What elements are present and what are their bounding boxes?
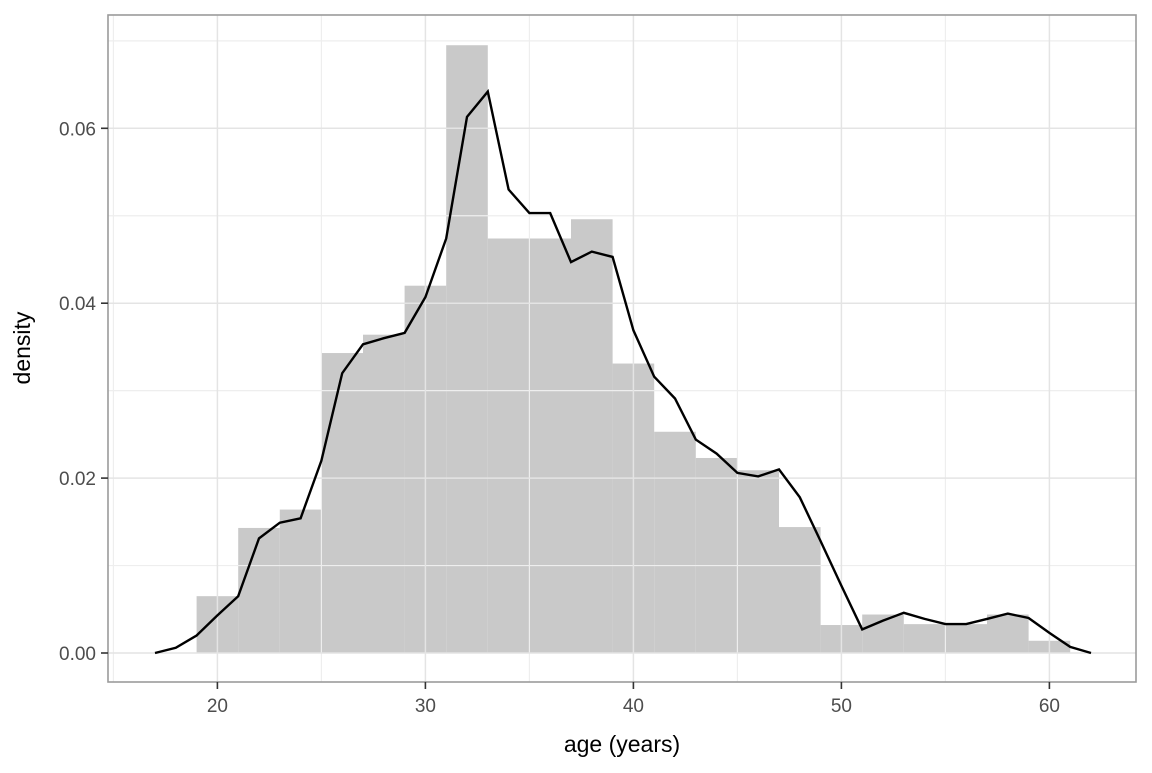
axis-ticks-layer xyxy=(101,127,1051,689)
y-axis-tick-label: 0.02 xyxy=(59,469,96,490)
x-axis-tick-label: 50 xyxy=(831,696,852,717)
histogram-bar xyxy=(321,353,363,653)
histogram-bar xyxy=(238,527,280,653)
x-axis-tick-label: 40 xyxy=(623,696,644,717)
y-axis-tick-label: 0.06 xyxy=(59,119,96,140)
x-axis-tick-label: 30 xyxy=(415,696,436,717)
histogram-bar xyxy=(571,219,613,654)
histogram-bar xyxy=(529,238,571,653)
histogram-bar xyxy=(654,431,696,653)
histogram-bar xyxy=(903,624,946,653)
histogram-bar xyxy=(487,238,530,653)
histogram-bar xyxy=(779,527,821,653)
histogram-bar xyxy=(279,509,322,653)
panel-border-layer xyxy=(107,14,1137,683)
histogram-bar xyxy=(695,457,738,653)
histogram-bar xyxy=(363,334,405,653)
y-axis-title: density xyxy=(9,311,35,384)
histogram-bar xyxy=(945,624,987,653)
y-axis-tick-label: 0.04 xyxy=(59,294,96,315)
histogram-bar xyxy=(737,470,779,653)
panel-border xyxy=(107,14,1137,683)
x-axis-tick-label: 20 xyxy=(207,696,228,717)
gridlines-layer xyxy=(108,15,1136,682)
x-axis-title: age (years) xyxy=(564,731,680,757)
frequency-polygon-line xyxy=(154,88,1092,655)
frequency-polygon-layer xyxy=(154,88,1092,655)
histogram-bars-layer xyxy=(108,15,1136,682)
axis-tick-labels-layer: 20 30 40 50 60 0.00 0.02 0.04 0.06 xyxy=(59,119,1060,717)
histogram-bar xyxy=(446,45,488,654)
y-axis-tick-label: 0.00 xyxy=(59,644,96,665)
x-axis-tick-label: 60 xyxy=(1039,696,1060,717)
histogram-bar xyxy=(987,614,1029,653)
